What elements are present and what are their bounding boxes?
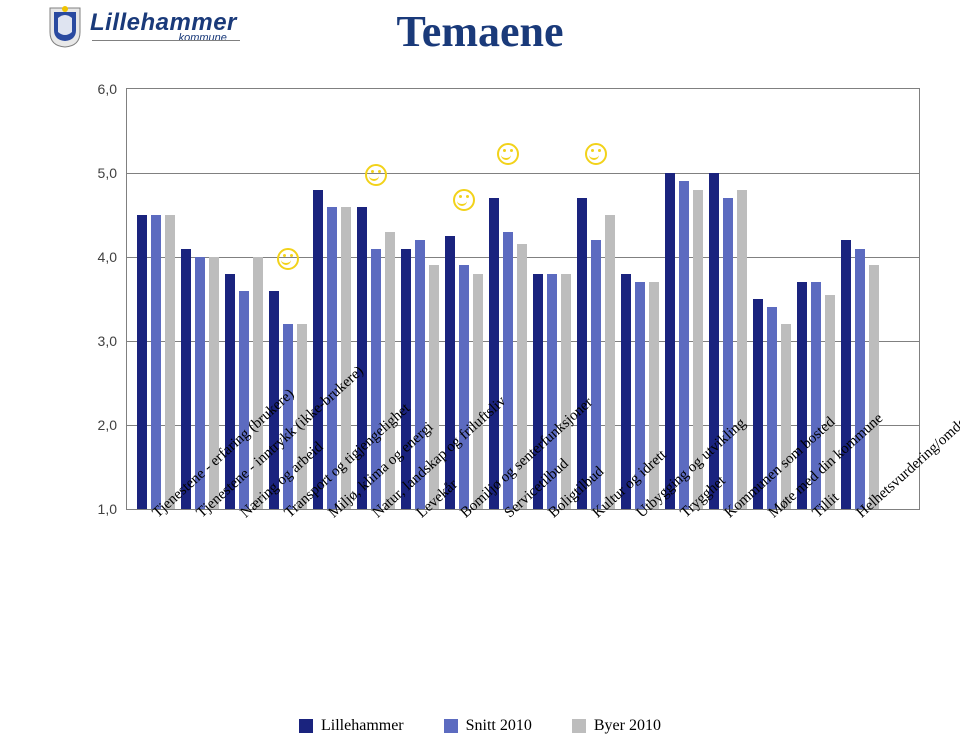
smile-icon: [365, 164, 387, 186]
y-tick-label: 3,0: [98, 333, 117, 349]
bar: [605, 215, 615, 509]
bar: [841, 240, 851, 509]
side-label: Fagenhet strategi og utvikling: [0, 495, 28, 755]
chart-title: Temaene: [0, 6, 960, 57]
smile-icon: [277, 248, 299, 270]
y-tick-label: 6,0: [98, 81, 117, 97]
legend-item: Snitt 2010: [444, 717, 532, 735]
legend-item: Lillehammer: [299, 717, 404, 735]
legend-label: Byer 2010: [594, 717, 661, 735]
bar: [577, 198, 587, 509]
y-tick-label: 1,0: [98, 501, 117, 517]
legend-item: Byer 2010: [572, 717, 661, 735]
bar: [357, 207, 367, 509]
bar: [855, 249, 865, 509]
smile-icon: [497, 143, 519, 165]
legend-swatch: [299, 719, 313, 733]
bar: [137, 215, 147, 509]
y-tick-label: 4,0: [98, 249, 117, 265]
bar: [869, 265, 879, 509]
bar: [459, 265, 469, 509]
chart-area: 1,02,03,04,05,06,0 Tjenestene - erfaring…: [78, 88, 918, 548]
smile-icon: [453, 189, 475, 211]
bar: [401, 249, 411, 509]
bar: [473, 274, 483, 509]
bar: [181, 249, 191, 509]
bar: [781, 324, 791, 509]
bar: [737, 190, 747, 509]
bar: [165, 215, 175, 509]
bar: [489, 198, 499, 509]
bar: [723, 198, 733, 509]
legend-label: Snitt 2010: [466, 717, 532, 735]
legend-swatch: [572, 719, 586, 733]
smile-icon: [585, 143, 607, 165]
y-tick-label: 2,0: [98, 417, 117, 433]
legend: Lillehammer Snitt 2010 Byer 2010: [0, 717, 960, 735]
y-tick-label: 5,0: [98, 165, 117, 181]
x-axis-labels: Tjenestene - erfaring (brukere)Tjenesten…: [126, 510, 918, 700]
bar: [151, 215, 161, 509]
bar: [445, 236, 455, 509]
legend-label: Lillehammer: [321, 717, 404, 735]
legend-swatch: [444, 719, 458, 733]
